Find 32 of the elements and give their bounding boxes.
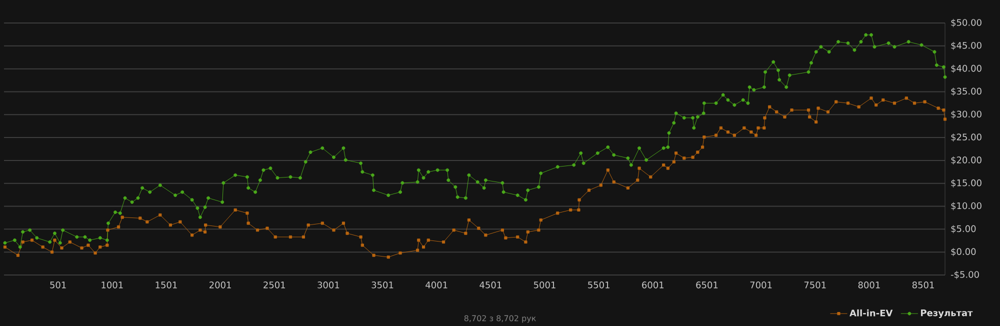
y-tick-label: $25.00	[951, 133, 982, 142]
x-tick-label: 5501	[588, 282, 610, 288]
legend-label: Результат	[921, 310, 973, 318]
x-tick-label: 5001	[534, 282, 556, 288]
y-tick-label: $5.00	[951, 225, 976, 234]
x-tick-label: 4501	[480, 282, 502, 288]
x-tick-label: 3501	[372, 282, 394, 288]
x-tick-label: 7501	[804, 282, 826, 288]
x-tick-label: 1001	[102, 282, 123, 288]
y-tick-label: $15.00	[951, 179, 982, 188]
x-tick-label: 6501	[696, 282, 718, 288]
x-tick-label: 8501	[912, 282, 934, 288]
legend-label: All-in-EV	[850, 309, 893, 316]
x-tick-label: 501	[50, 282, 66, 288]
y-tick-label: $35.00	[951, 88, 982, 96]
y-tick-label: $0.00	[951, 248, 976, 256]
y-tick-label: $50.00	[951, 18, 982, 28]
y-tick-label: $10.00	[951, 202, 982, 210]
x-tick-label: 7001	[750, 282, 772, 288]
x-tick-label: 1501	[156, 282, 177, 288]
y-tick-label: -$5.00	[950, 270, 979, 280]
y-tick-label: $30.00	[951, 110, 982, 119]
x-tick-label: 8001	[858, 282, 880, 288]
x-tick-label: 2001	[210, 282, 231, 288]
text: 8,702 з 8,702 рук	[464, 315, 536, 323]
x-tick-label: 6001	[642, 282, 664, 288]
x-tick-label: 2501	[264, 282, 285, 288]
y-tick-label: $40.00	[951, 64, 982, 73]
y-tick-label: $20.00	[951, 156, 982, 165]
x-tick-label: 4001	[426, 282, 448, 288]
x-tick-label: 3001	[318, 282, 340, 288]
y-tick-label: $45.00	[951, 42, 982, 50]
